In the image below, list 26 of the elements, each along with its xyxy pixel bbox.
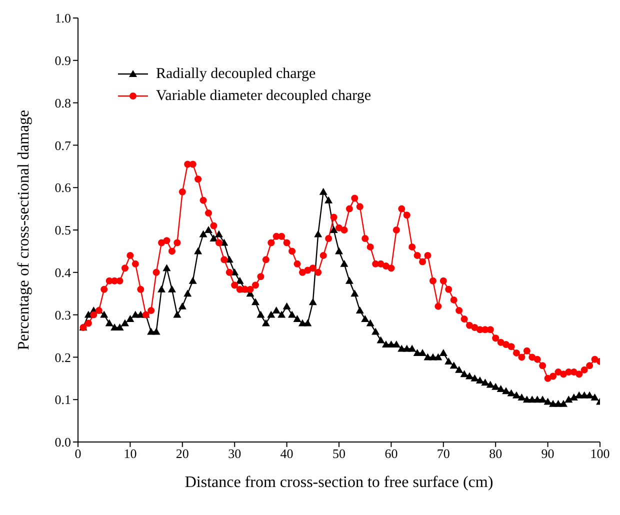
y-tick-label: 0.6 [54, 180, 72, 196]
y-tick-label: 0.2 [54, 350, 71, 365]
y-tick-label: 0.1 [54, 392, 71, 408]
y-tick-label: 0.9 [54, 53, 71, 68]
y-tick-label: 0.4 [54, 265, 72, 280]
x-tick-label: 40 [280, 446, 294, 462]
x-tick-label: 0 [74, 446, 82, 462]
legend-label: Variable diameter decoupled charge [156, 87, 372, 106]
x-axis-title: Distance from cross-section to free surface (cm) [184, 474, 494, 491]
y-tick-label: 1.0 [54, 10, 71, 26]
x-tick-label: 90 [541, 446, 554, 462]
y-tick-label: 0.8 [54, 95, 71, 110]
y-tick-label: 0.7 [54, 138, 72, 153]
y-tick-label: 0.3 [54, 307, 71, 322]
legend-label: Radially decoupled charge [156, 65, 316, 84]
x-tick-label: 50 [332, 446, 346, 462]
y-axis-title: Percentage of cross-sectional damage [16, 110, 33, 350]
x-tick-label: 10 [124, 446, 137, 462]
y-tick-label: 0.0 [54, 434, 71, 450]
x-tick-label: 80 [489, 446, 502, 462]
x-tick-label: 20 [176, 446, 189, 462]
y-tick-label: 0.5 [54, 222, 71, 238]
x-tick-label: 30 [228, 446, 242, 462]
x-tick-label: 60 [384, 446, 398, 462]
x-tick-label: 70 [436, 446, 450, 462]
x-tick-label: 100 [590, 446, 610, 462]
